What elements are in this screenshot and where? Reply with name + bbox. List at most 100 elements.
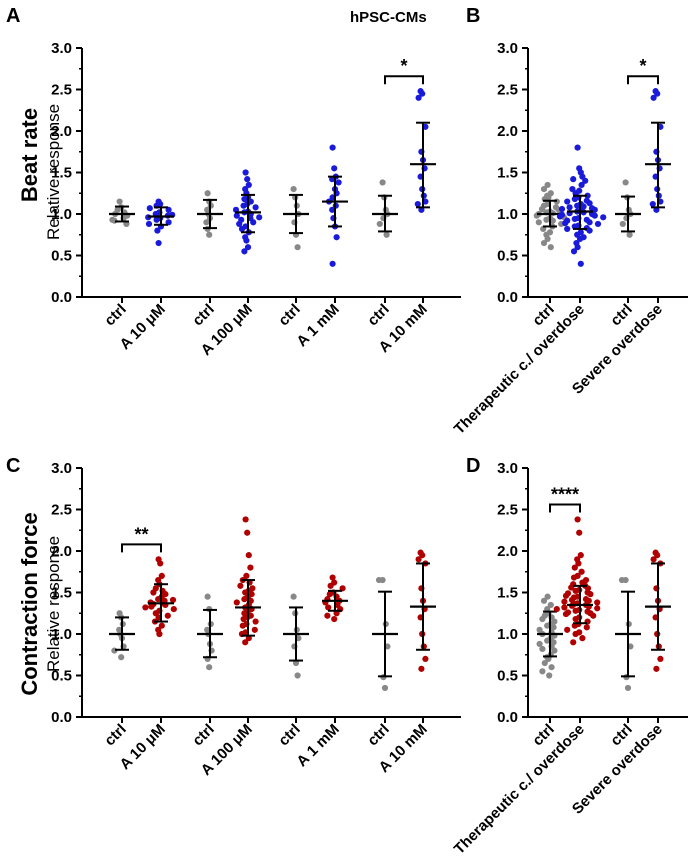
y-tick-label: 1.0 — [497, 206, 518, 223]
data-point — [577, 260, 584, 267]
data-point — [535, 219, 542, 226]
data-point — [574, 244, 581, 251]
panel-letter: B — [466, 5, 480, 27]
data-point — [583, 624, 590, 631]
data-point — [157, 560, 164, 567]
data-point — [619, 220, 626, 228]
data-point — [242, 639, 249, 646]
y-tick-label: 1.5 — [497, 165, 518, 182]
data-point — [562, 610, 570, 618]
data-point — [242, 516, 249, 523]
data-point — [375, 576, 383, 584]
data-point — [624, 684, 632, 692]
group-4: ctrl — [275, 186, 309, 329]
data-point — [333, 234, 340, 241]
data-point — [148, 603, 155, 610]
data-point — [329, 574, 336, 581]
data-point — [539, 645, 546, 653]
data-point — [539, 668, 546, 675]
data-point — [158, 572, 165, 580]
data-point — [571, 215, 578, 223]
data-point — [551, 647, 558, 654]
row-label-contraction-force: Contraction force — [17, 512, 42, 695]
data-point — [252, 204, 259, 211]
y-tick-label: 2.0 — [497, 123, 518, 140]
data-point — [586, 227, 593, 234]
data-point — [415, 556, 422, 563]
data-point — [572, 607, 579, 614]
category-label: ctrl — [101, 301, 130, 330]
group-1: A 10 μM — [117, 556, 177, 773]
y-tick-label: 2.5 — [51, 82, 72, 99]
bracket-line — [627, 75, 659, 85]
data-point — [329, 206, 336, 213]
data-point — [170, 606, 177, 613]
data-point — [247, 564, 254, 571]
category-label: A 1 mM — [293, 721, 342, 770]
y-tick-label: 0.0 — [51, 709, 72, 726]
data-point — [244, 244, 252, 251]
data-point — [571, 195, 578, 203]
data-point — [256, 214, 263, 221]
data-point — [236, 220, 243, 228]
data-point — [240, 615, 247, 623]
category-label: Therapeutic c./ overdose — [451, 301, 588, 438]
data-point — [541, 659, 548, 667]
significance-label: ** — [134, 524, 148, 544]
data-point — [576, 529, 583, 536]
data-point — [329, 144, 336, 151]
data-point — [564, 225, 571, 233]
data-point — [548, 664, 555, 671]
data-point — [242, 169, 249, 176]
data-point — [649, 200, 656, 208]
data-point — [544, 637, 551, 644]
data-point — [575, 560, 582, 567]
y-tick-label: 0.0 — [497, 709, 518, 726]
data-point — [379, 179, 386, 186]
data-point — [204, 190, 211, 197]
data-point — [251, 626, 258, 633]
data-point — [116, 198, 123, 205]
group-5: A 1 mM — [293, 144, 348, 350]
group-2: ctrl — [189, 593, 223, 749]
group-3: A 100 μM — [198, 169, 263, 359]
data-point — [578, 181, 585, 189]
data-point — [558, 205, 566, 213]
data-point — [549, 217, 556, 224]
data-point — [587, 591, 594, 598]
data-point — [419, 552, 426, 559]
data-point — [326, 591, 333, 598]
data-point — [290, 186, 297, 193]
data-point — [650, 556, 657, 563]
data-point — [590, 612, 597, 619]
data-point — [244, 529, 251, 536]
data-point — [566, 204, 573, 211]
data-point — [562, 592, 570, 599]
row-sublabel-beat-rate: Relative response — [44, 104, 63, 240]
y-tick-label: 1.5 — [51, 165, 72, 182]
category-label: ctrl — [364, 301, 393, 330]
data-point — [240, 202, 247, 209]
data-point — [594, 599, 601, 606]
data-point — [329, 260, 336, 267]
data-point — [574, 144, 581, 151]
data-point — [626, 231, 633, 238]
data-point — [591, 212, 598, 219]
data-point — [650, 94, 657, 101]
data-point — [544, 235, 551, 242]
bracket-line — [549, 503, 581, 513]
data-point — [243, 572, 250, 580]
data-point — [414, 200, 421, 208]
data-point — [244, 176, 251, 183]
category-label: A 1 mM — [293, 301, 342, 350]
data-point — [584, 192, 591, 199]
data-point — [206, 664, 213, 671]
data-point — [570, 574, 578, 581]
data-point — [415, 94, 422, 101]
group-0: ctrl — [101, 198, 135, 329]
panel-letter: C — [6, 455, 20, 477]
